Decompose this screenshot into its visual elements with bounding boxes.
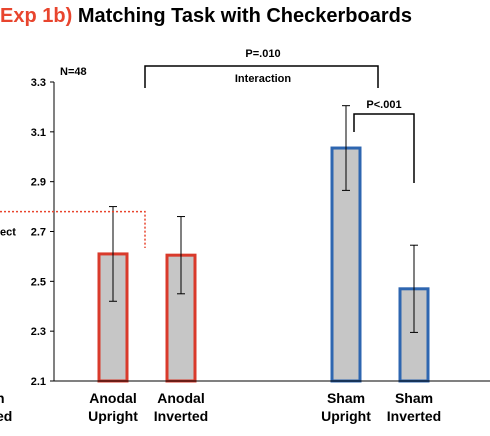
interaction-bracket xyxy=(144,65,379,88)
category-label-line1: Anodal xyxy=(89,390,136,406)
title-prefix: Exp 1b) xyxy=(0,5,73,27)
y-tick-label: 3.1 xyxy=(31,127,46,139)
category-label-line2: Inverted xyxy=(387,408,441,424)
sham-p-value: P<.001 xyxy=(366,99,401,111)
category-label-line2: Upright xyxy=(321,408,371,424)
category-label-line1: Sham xyxy=(327,390,365,406)
dotted-reference-line xyxy=(0,210,146,248)
category-label-line1: Sham xyxy=(395,390,433,406)
y-tick-label: 2.7 xyxy=(31,227,46,239)
interaction-label: Interaction xyxy=(235,73,292,85)
y-tick-label: 2.5 xyxy=(31,276,46,288)
y-tick-label: 3.3 xyxy=(31,77,46,89)
cutoff-category-line1: n xyxy=(0,390,5,406)
y-tick-label: 2.9 xyxy=(31,177,46,189)
title-main: Matching Task with Checkerboards xyxy=(77,5,412,27)
cutoff-tick-fragment: ect xyxy=(0,227,16,239)
sample-size-label: N=48 xyxy=(60,66,87,78)
y-tick-label: 2.1 xyxy=(31,376,46,388)
chart-title: Exp 1b) Matching Task with Checkerboards xyxy=(0,5,490,28)
category-label-line2: Upright xyxy=(88,408,138,424)
category-label-line2: Inverted xyxy=(154,408,208,424)
y-tick-label: 2.3 xyxy=(31,326,46,338)
category-label-line1: Anodal xyxy=(157,390,204,406)
interaction-p-value: P=.010 xyxy=(245,48,280,60)
sham-bracket xyxy=(353,113,415,183)
cutoff-category-line2: ed xyxy=(0,408,12,424)
